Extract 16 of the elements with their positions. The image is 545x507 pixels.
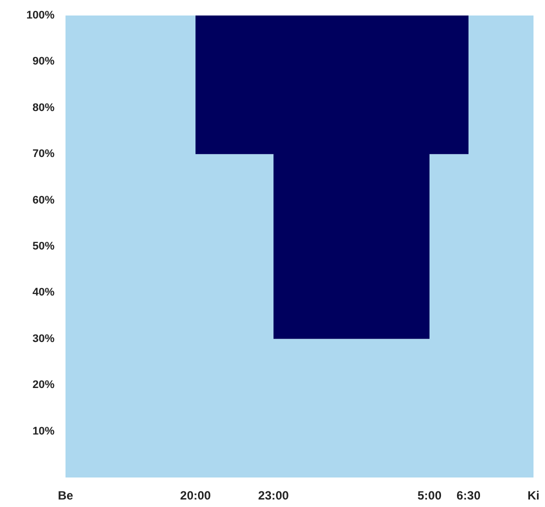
y-tick-label: 70% bbox=[32, 148, 55, 160]
x-tick-label: 6:30 bbox=[456, 488, 481, 502]
y-tick-label: 80% bbox=[32, 102, 55, 114]
y-tick-label: 60% bbox=[32, 194, 55, 206]
y-tick-label: 100% bbox=[26, 10, 55, 22]
y-tick-label: 40% bbox=[32, 286, 55, 299]
x-tick-label: 20:00 bbox=[180, 488, 212, 502]
x-tick-label: Be bbox=[58, 488, 74, 502]
x-tick-label: Ki bbox=[528, 488, 540, 502]
y-tick-label: 50% bbox=[32, 240, 55, 252]
x-tick-label: 5:00 bbox=[417, 488, 442, 502]
y-tick-label: 90% bbox=[32, 56, 55, 68]
y-tick-label: 10% bbox=[32, 425, 55, 438]
y-tick-label: 20% bbox=[32, 379, 55, 392]
x-tick-label: 23:00 bbox=[258, 488, 290, 502]
y-tick-label: 30% bbox=[32, 332, 55, 345]
